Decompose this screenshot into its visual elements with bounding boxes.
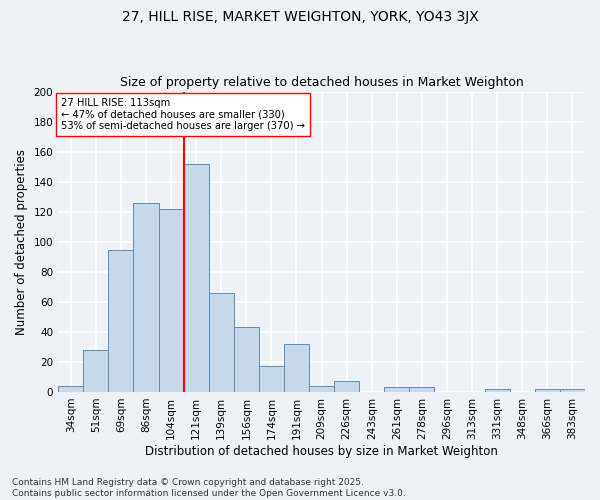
Text: 27 HILL RISE: 113sqm
← 47% of detached houses are smaller (330)
53% of semi-deta: 27 HILL RISE: 113sqm ← 47% of detached h… xyxy=(61,98,305,132)
Bar xyxy=(83,350,109,392)
Title: Size of property relative to detached houses in Market Weighton: Size of property relative to detached ho… xyxy=(120,76,523,90)
Bar xyxy=(158,209,184,392)
Text: 27, HILL RISE, MARKET WEIGHTON, YORK, YO43 3JX: 27, HILL RISE, MARKET WEIGHTON, YORK, YO… xyxy=(122,10,478,24)
Bar xyxy=(485,389,510,392)
Bar xyxy=(58,386,83,392)
Bar xyxy=(409,388,434,392)
Bar xyxy=(309,386,334,392)
Bar xyxy=(209,293,234,392)
Bar xyxy=(234,328,259,392)
Y-axis label: Number of detached properties: Number of detached properties xyxy=(15,149,28,335)
Text: Contains HM Land Registry data © Crown copyright and database right 2025.
Contai: Contains HM Land Registry data © Crown c… xyxy=(12,478,406,498)
X-axis label: Distribution of detached houses by size in Market Weighton: Distribution of detached houses by size … xyxy=(145,444,498,458)
Bar xyxy=(334,382,359,392)
Bar xyxy=(385,388,409,392)
Bar xyxy=(560,389,585,392)
Bar xyxy=(284,344,309,392)
Bar xyxy=(259,366,284,392)
Bar xyxy=(535,389,560,392)
Bar xyxy=(184,164,209,392)
Bar xyxy=(109,250,133,392)
Bar xyxy=(133,203,158,392)
